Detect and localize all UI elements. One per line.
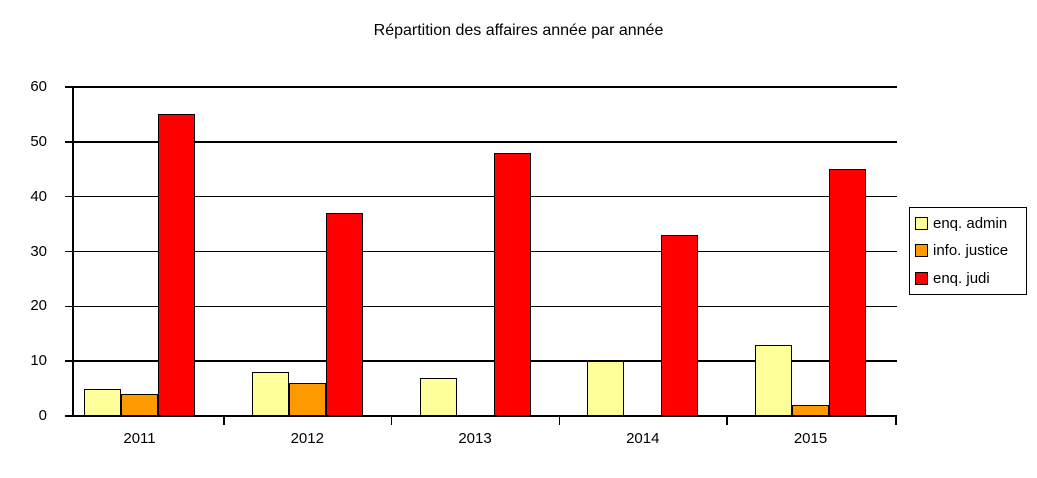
y-axis-label-30: 30: [30, 242, 47, 260]
x-axis-label-2012: 2012: [290, 430, 324, 447]
bar-info-justice-2011: [121, 394, 158, 416]
x-axis-tick-2: [390, 417, 393, 425]
y-axis-tick-40: [65, 195, 73, 198]
bar-enq-admin-2011: [84, 388, 121, 416]
legend-swatch-enq-admin: [915, 217, 928, 231]
y-axis-tick-30: [65, 250, 73, 253]
y-axis-label-10: 10: [30, 352, 47, 370]
bar-enq-judi-2015: [829, 169, 866, 416]
bar-enq-admin-2013: [419, 377, 457, 416]
legend-swatch-info-justice: [915, 244, 928, 258]
bar-enq-admin-2015: [755, 344, 792, 416]
legend-swatch-enq-judi: [915, 271, 928, 285]
y-axis-label-0: 0: [38, 407, 47, 424]
y-axis-tick-60: [65, 86, 73, 88]
y-axis-tick-0: [65, 415, 73, 417]
y-axis: [72, 86, 74, 417]
y-axis-tick-10: [65, 360, 73, 362]
legend: enq. admin info. justice enq. judi: [909, 207, 1027, 295]
y-axis-label-60: 60: [30, 78, 47, 95]
x-axis-label-2011: 2011: [123, 430, 156, 447]
x-axis-label-2015: 2015: [793, 430, 828, 447]
x-axis-label-2013: 2013: [458, 430, 492, 447]
legend-item-enq-admin: enq. admin: [915, 210, 1021, 237]
y-axis-label-40: 40: [30, 187, 47, 205]
y-axis-tick-50: [65, 141, 73, 143]
gridline-40: [73, 195, 897, 198]
bar-enq-judi-2012: [325, 213, 363, 416]
x-axis-tick-1: [223, 417, 225, 425]
bar-enq-judi-2013: [493, 152, 531, 416]
legend-label-enq-judi: enq. judi: [933, 269, 990, 287]
gridline-50: [73, 141, 897, 143]
gridline-30: [73, 250, 897, 253]
bar-enq-judi-2014: [661, 235, 699, 416]
x-axis-tick-4: [726, 417, 728, 425]
chart-title: Répartition des affaires année par année: [373, 22, 664, 39]
bar-enq-admin-2014: [587, 361, 625, 416]
x-axis-tick-end: [895, 417, 897, 425]
legend-item-enq-judi: enq. judi: [915, 265, 1021, 292]
legend-label-enq-admin: enq. admin: [933, 215, 1008, 233]
gridline-20: [73, 305, 897, 308]
y-axis-label-20: 20: [30, 297, 47, 315]
legend-label-info-justice: info. justice: [933, 242, 1009, 260]
legend-item-info-justice: info. justice: [915, 237, 1021, 264]
x-axis-label-2014: 2014: [626, 430, 660, 447]
gridline-10: [73, 360, 897, 362]
y-axis-label-50: 50: [30, 132, 47, 150]
bar-enq-judi-2011: [158, 114, 195, 416]
bar-info-justice-2015: [792, 405, 829, 416]
bar-enq-admin-2012: [251, 372, 289, 416]
bar-info-justice-2012: [288, 383, 326, 416]
gridline-60: [73, 86, 897, 88]
x-axis-tick-3: [558, 417, 560, 425]
x-axis: [73, 415, 897, 417]
y-axis-tick-20: [65, 305, 73, 308]
